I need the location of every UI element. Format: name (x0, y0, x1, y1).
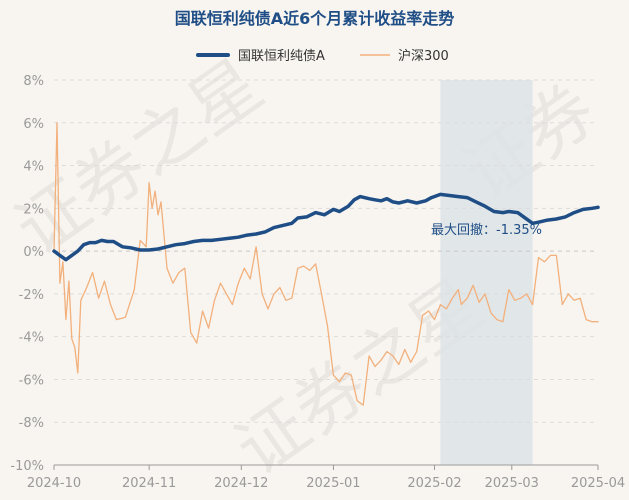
y-tick-label: 4% (23, 160, 44, 175)
series-fund-line (52, 192, 600, 262)
y-tick-label: -6% (19, 373, 44, 388)
x-tick-label: 2025-03 (485, 476, 539, 491)
x-tick-label: 2025-04 (571, 476, 625, 491)
y-tick-label: 2% (23, 202, 44, 217)
y-tick-label: 6% (23, 117, 44, 132)
x-tick-label: 2024-12 (214, 476, 268, 491)
chart-title: 国联恒利纯债A近6个月累计收益率走势 (175, 9, 455, 28)
y-tick-label: -8% (19, 416, 44, 431)
x-tick-label: 2024-10 (27, 476, 81, 491)
y-tick-label: 0% (23, 245, 44, 260)
x-tick-label: 2025-01 (306, 476, 360, 491)
legend-label-fund: 国联恒利纯债A (238, 49, 325, 64)
y-tick-label: -10% (10, 459, 44, 474)
y-tick-label: -2% (19, 288, 44, 303)
legend-label-index: 沪深300 (398, 48, 449, 64)
y-tick-label: -4% (19, 331, 44, 346)
y-tick-label: 8% (23, 74, 44, 89)
drawdown-region (440, 80, 533, 465)
x-tick-label: 2024-11 (122, 476, 176, 491)
x-tick-label: 2025-02 (407, 476, 461, 491)
drawdown-label: 最大回撤：-1.35% (431, 222, 542, 238)
series-index-line (53, 122, 599, 406)
legend: 国联恒利纯债A 沪深300 (196, 48, 449, 64)
